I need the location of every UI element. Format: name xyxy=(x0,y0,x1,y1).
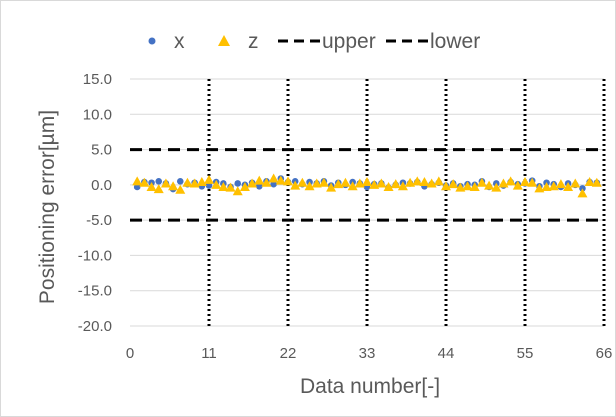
series-x-point-14 xyxy=(234,180,242,187)
series-z-point-54 xyxy=(520,177,530,187)
series-z-point-46 xyxy=(462,181,473,191)
series-z-point-0 xyxy=(132,176,143,186)
series-z-point-6 xyxy=(175,184,186,194)
series-z-point-28 xyxy=(333,179,344,189)
x-tick-label-3: 33 xyxy=(359,345,376,362)
series-z-point-53 xyxy=(512,180,523,190)
series-z-point-52 xyxy=(505,176,516,186)
series-z-point-34 xyxy=(376,178,387,188)
series-z-point-32 xyxy=(362,177,372,187)
series-z-point-55 xyxy=(527,177,538,187)
x-axis-title: Data number[-] xyxy=(300,375,440,398)
series-z-point-24 xyxy=(304,181,315,191)
legend-z-marker xyxy=(218,35,230,46)
series-z-point-3 xyxy=(153,184,164,194)
legend-x-label: x xyxy=(174,30,185,53)
series-z-point-42 xyxy=(433,176,444,186)
series-z-point-58 xyxy=(548,181,559,191)
y-tick-label-4: -5.0 xyxy=(86,212,112,229)
y-tick-label-7: -20.0 xyxy=(78,318,112,335)
series-z-point-16 xyxy=(247,178,258,188)
x-tick-label-1: 11 xyxy=(201,345,217,362)
series-z-point-22 xyxy=(290,180,301,190)
series-z-point-39 xyxy=(412,176,423,186)
series-z-point-47 xyxy=(469,181,480,191)
y-tick-label-0: 15.0 xyxy=(83,71,112,88)
series-z-point-26 xyxy=(318,177,329,187)
series-z-point-50 xyxy=(491,182,502,192)
series-z-point-37 xyxy=(397,181,408,191)
series-z-point-64 xyxy=(591,177,602,187)
series-z-point-21 xyxy=(283,176,293,186)
series-z-point-27 xyxy=(326,182,337,192)
series-z-point-56 xyxy=(534,183,545,193)
series-z-point-7 xyxy=(182,177,193,187)
series-z-point-41 xyxy=(426,178,437,188)
series-z-point-45 xyxy=(455,182,466,192)
series-z-point-48 xyxy=(476,177,487,187)
series-z-point-33 xyxy=(369,179,380,189)
series-z-point-29 xyxy=(340,177,351,187)
legend-x-marker xyxy=(148,37,156,45)
x-tick-label-4: 44 xyxy=(438,345,455,362)
series-z-point-57 xyxy=(541,181,552,191)
y-tick-label-6: -15.0 xyxy=(78,283,112,300)
series-z-point-38 xyxy=(405,177,416,187)
series-z-point-59 xyxy=(555,179,566,189)
legend-upper-label: upper xyxy=(322,30,376,53)
x-tick-label-5: 55 xyxy=(517,345,534,362)
series-z-point-44 xyxy=(448,179,459,189)
series-z-point-23 xyxy=(297,177,308,187)
series-z-point-12 xyxy=(218,181,229,191)
y-tick-label-1: 10.0 xyxy=(83,106,112,123)
y-tick-label-3: 0.0 xyxy=(91,177,112,194)
y-tick-label-2: 5.0 xyxy=(91,142,112,159)
series-z-point-15 xyxy=(239,181,250,191)
series-z-point-51 xyxy=(498,178,509,188)
series-z-point-10 xyxy=(204,174,214,184)
y-tick-label-5: -10.0 xyxy=(78,247,112,264)
series-z-point-61 xyxy=(570,178,581,188)
series-z-point-8 xyxy=(189,178,200,188)
series-z-point-14 xyxy=(232,186,243,196)
series-z-point-36 xyxy=(390,179,401,189)
legend-z-label: z xyxy=(248,30,259,53)
legend-lower-label: lower xyxy=(430,30,480,53)
x-tick-label-6: 66 xyxy=(596,345,613,362)
series-z-point-43 xyxy=(441,181,451,191)
series-z-point-60 xyxy=(563,181,574,191)
series-z-point-2 xyxy=(146,181,157,191)
series-z-point-20 xyxy=(275,175,286,185)
series-z-point-5 xyxy=(168,181,179,191)
series-z-point-4 xyxy=(160,178,171,188)
series-z-point-25 xyxy=(311,178,322,188)
series-x-point-6 xyxy=(176,178,184,185)
series-z-point-62 xyxy=(577,188,588,198)
plot-area: 15.0 10.0 5.0 0.0 -5.0 -10.0 -15.0 -20.0 0 11 22 33… xyxy=(78,71,613,362)
y-axis-title: Positioning error[µm] xyxy=(36,110,59,304)
series-x-point-3 xyxy=(155,178,163,185)
series-z-point-18 xyxy=(261,177,272,187)
series-z-point-30 xyxy=(347,181,358,191)
series-z-point-1 xyxy=(139,177,150,187)
legend: x z upper lower xyxy=(148,30,480,53)
series-z-point-63 xyxy=(584,177,595,187)
series-z-point-17 xyxy=(254,175,265,185)
series-z-point-9 xyxy=(196,177,207,187)
series-z-point-13 xyxy=(225,182,236,192)
series-z-point-40 xyxy=(419,177,430,187)
x-tick-label-2: 22 xyxy=(280,345,297,362)
series-z-point-11 xyxy=(211,179,222,189)
series-z-point-19 xyxy=(268,173,279,183)
series-z-point-49 xyxy=(484,180,495,190)
series-z-point-35 xyxy=(383,181,394,191)
series-z-point-31 xyxy=(354,178,365,188)
x-tick-label-0: 0 xyxy=(126,345,134,362)
